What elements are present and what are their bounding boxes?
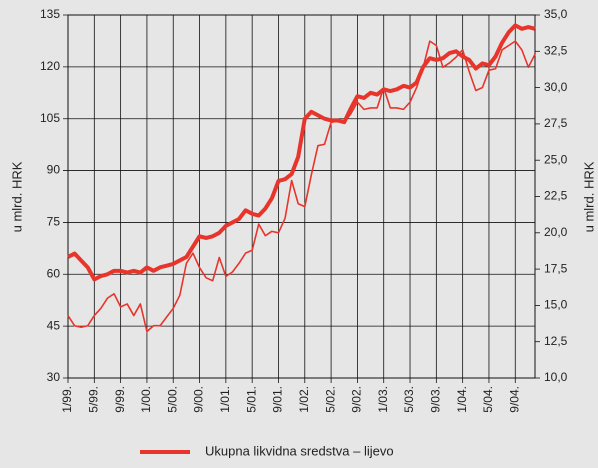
- y-tick-label: 60: [47, 266, 61, 280]
- y2-tick-label: 32,5: [544, 43, 568, 57]
- y2-tick-label: 27,5: [544, 116, 568, 130]
- y-tick-label: 105: [40, 111, 60, 125]
- x-tick-label: 9/00.: [192, 386, 206, 413]
- y2-tick-label: 30,0: [544, 80, 568, 94]
- y2-tick-label: 17,5: [544, 261, 568, 275]
- x-tick-label: 5/03.: [402, 386, 416, 413]
- y-tick-label: 120: [40, 59, 60, 73]
- x-tick-label: 5/02.: [323, 386, 337, 413]
- y2-tick-label: 22,5: [544, 189, 568, 203]
- y2-tick-label: 10,0: [544, 370, 568, 384]
- x-tick-label: 9/01.: [271, 386, 285, 413]
- legend-label: Ukupna likvidna sredstva – lijevo: [205, 443, 394, 458]
- x-tick-label: 9/03.: [429, 386, 443, 413]
- x-tick-label: 1/00.: [139, 386, 153, 413]
- x-tick-label: 5/04.: [481, 386, 495, 413]
- x-tick-label: 1/03.: [376, 386, 390, 413]
- y2-axis-label: u mlrd. HRK: [581, 161, 596, 232]
- y-tick-label: 135: [40, 7, 60, 21]
- y2-tick-label: 12,5: [544, 334, 568, 348]
- x-tick-label: 1/02.: [297, 386, 311, 413]
- y-tick-label: 90: [47, 163, 61, 177]
- x-tick-label: 9/02.: [350, 386, 364, 413]
- y2-tick-label: 15,0: [544, 298, 568, 312]
- series-line: [67, 40, 536, 333]
- y-tick-label: 30: [47, 370, 61, 384]
- x-tick-label: 5/01.: [244, 386, 258, 413]
- y2-tick-label: 25,0: [544, 152, 568, 166]
- x-tick-label: 9/99.: [113, 386, 127, 413]
- x-tick-label: 9/04.: [507, 386, 521, 413]
- y-tick-label: 45: [47, 318, 61, 332]
- y2-tick-label: 20,0: [544, 225, 568, 239]
- x-tick-label: 1/01.: [218, 386, 232, 413]
- y2-tick-label: 35,0: [544, 7, 568, 21]
- series-line: [67, 23, 536, 282]
- x-tick-label: 1/99.: [60, 386, 74, 413]
- x-tick-label: 5/99.: [86, 386, 100, 413]
- y-axis-label: u mlrd. HRK: [9, 161, 24, 232]
- x-tick-label: 5/00.: [165, 386, 179, 413]
- y-tick-label: 75: [47, 215, 61, 229]
- x-tick-label: 1/04.: [455, 386, 469, 413]
